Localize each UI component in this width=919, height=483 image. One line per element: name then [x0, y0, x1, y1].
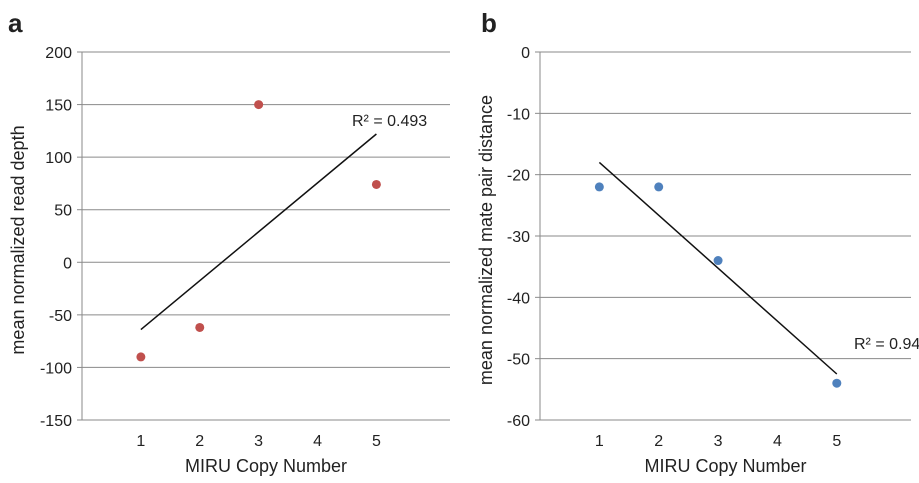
data-point: [136, 352, 146, 362]
x-tick-label: 4: [313, 433, 322, 450]
trendline: [598, 161, 838, 375]
data-point: [195, 322, 205, 332]
x-tick-label: 3: [714, 433, 723, 450]
x-tick-label: 2: [195, 433, 204, 450]
data-point: [832, 378, 842, 388]
y-tick-label: -40: [507, 290, 530, 307]
x-tick-label: 5: [832, 433, 841, 450]
data-point: [713, 256, 723, 266]
x-tick-label: 2: [654, 433, 663, 450]
x-tick-label: 1: [136, 433, 145, 450]
r-squared-label: R² = 0.493: [352, 113, 427, 130]
y-tick-label: -60: [507, 413, 530, 430]
scatter-chart-b: -60 -50 -40 -30 -20 -10 0 1 2 3 4 5 MIRU Copy Number…: [476, 45, 919, 476]
chart-panel-b: b -60 -50 -40 -30 -20 -10 0 1 2 3 4 5 MIRU Copy Numb…: [459, 0, 919, 478]
y-tick-label: -150: [40, 413, 72, 430]
trendline: [140, 133, 377, 331]
y-tick-label: 150: [45, 98, 72, 115]
y-tick-label: -20: [507, 168, 530, 185]
data-point: [371, 179, 381, 189]
y-tick-label: 100: [45, 150, 72, 167]
y-tick-label: 50: [54, 203, 72, 220]
y-tick-label: -50: [507, 352, 530, 369]
data-point: [594, 182, 604, 192]
y-tick-label: -30: [507, 229, 530, 246]
y-tick-label: -10: [507, 106, 530, 123]
y-tick-label: 200: [45, 45, 72, 62]
y-tick-label: 0: [521, 45, 530, 62]
y-axis-title: mean normalized mate pair distance: [476, 95, 496, 385]
y-tick-label: 0: [63, 255, 72, 272]
data-point: [654, 182, 664, 192]
x-axis-title: MIRU Copy Number: [185, 456, 347, 476]
scatter-chart-a: -150 -100 -50 0 50 100 150 200 1 2 3 4 5 MIRU Copy Nu…: [8, 45, 450, 476]
y-tick-label: -50: [49, 308, 72, 325]
x-axis-title: MIRU Copy Number: [644, 456, 806, 476]
panel-label-a: a: [8, 8, 23, 38]
r-squared-label: R² = 0.940: [854, 336, 919, 353]
x-tick-label: 3: [254, 433, 263, 450]
chart-panel-a: a -150 -100 -50 0 50 100 150 200 1 2 3 4 5 MIRU Copy …: [0, 0, 459, 478]
y-axis-title: mean normalized read depth: [8, 125, 28, 354]
data-point: [254, 100, 264, 110]
panel-label-b: b: [481, 8, 497, 38]
x-tick-label: 5: [372, 433, 381, 450]
x-tick-label: 1: [595, 433, 604, 450]
x-tick-label: 4: [773, 433, 782, 450]
y-tick-label: -100: [40, 360, 72, 377]
